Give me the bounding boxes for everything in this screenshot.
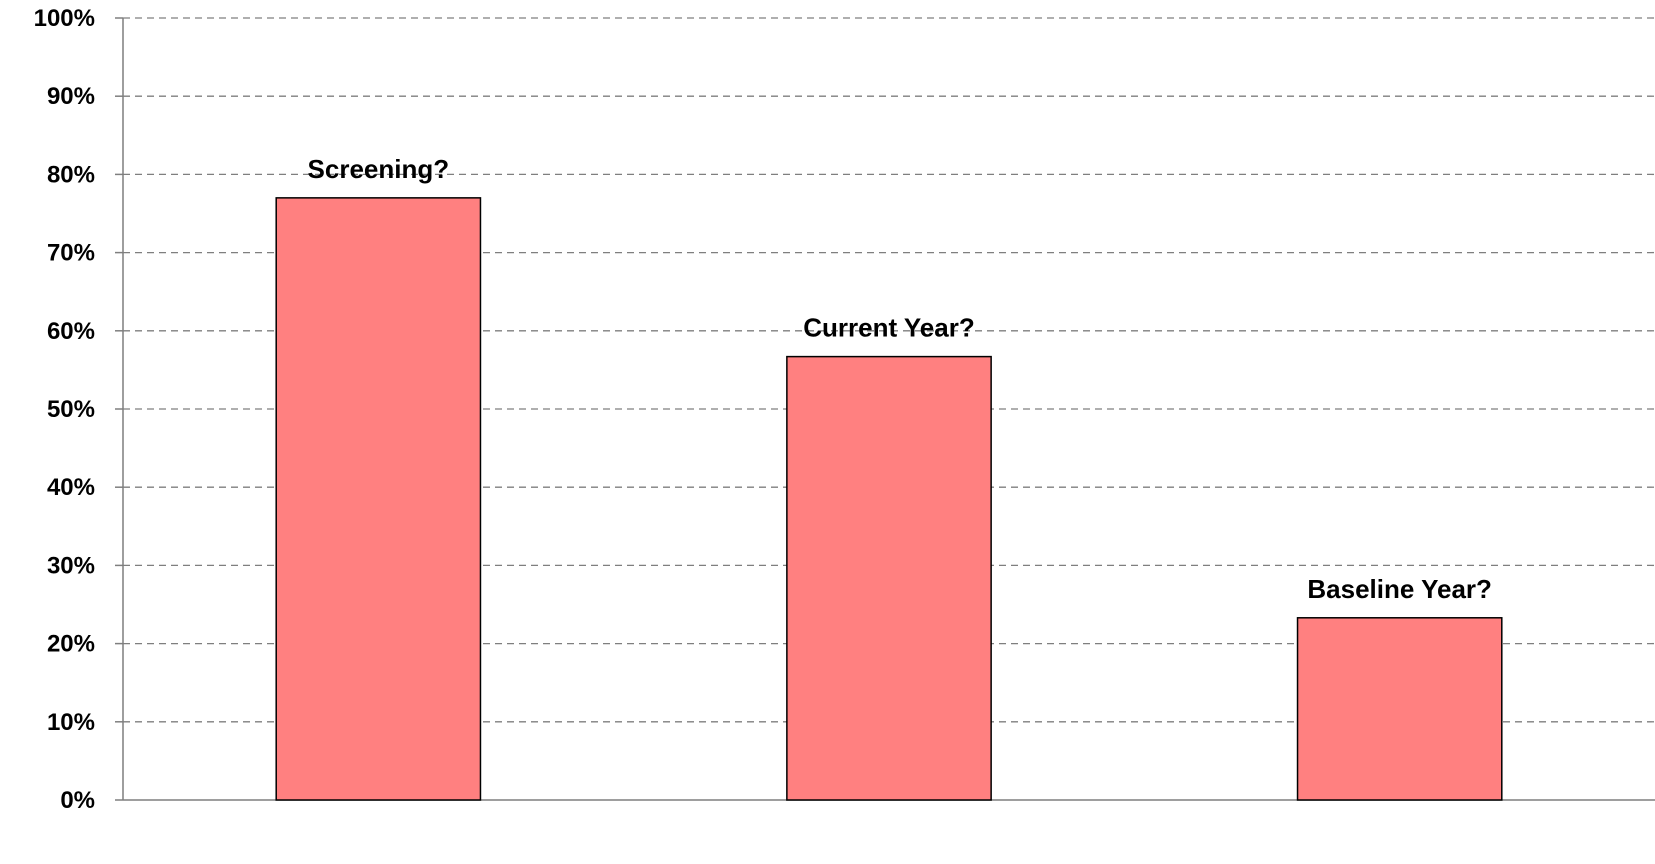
y-tick-label: 90% (47, 83, 95, 110)
y-tick-label: 60% (47, 318, 95, 345)
y-tick-label: 70% (47, 240, 95, 267)
data-label-1: Screening? (308, 154, 450, 184)
data-label-3: Baseline Year? (1307, 574, 1492, 604)
y-tick-labels: 0% 10% 20% 30% 40% 50% 60% 70% 80% 90% 100% (34, 5, 95, 814)
y-tick-label: 20% (47, 631, 95, 658)
data-label-2: Current Year? (803, 313, 974, 343)
bar-1 (275, 197, 482, 801)
data-labels: Screening? Current Year? Baseline Year? (308, 154, 1492, 604)
bar-2 (786, 355, 992, 801)
bars (275, 197, 1503, 801)
y-tick-label: 0% (60, 787, 95, 814)
y-tick-label: 80% (47, 161, 95, 188)
y-tick-label: 10% (47, 709, 95, 736)
y-tick-label: 50% (47, 396, 95, 423)
bar-3 (1296, 617, 1503, 801)
y-tick-label: 40% (47, 474, 95, 501)
y-tick-label: 100% (34, 5, 95, 32)
y-tick-label: 30% (47, 552, 95, 579)
